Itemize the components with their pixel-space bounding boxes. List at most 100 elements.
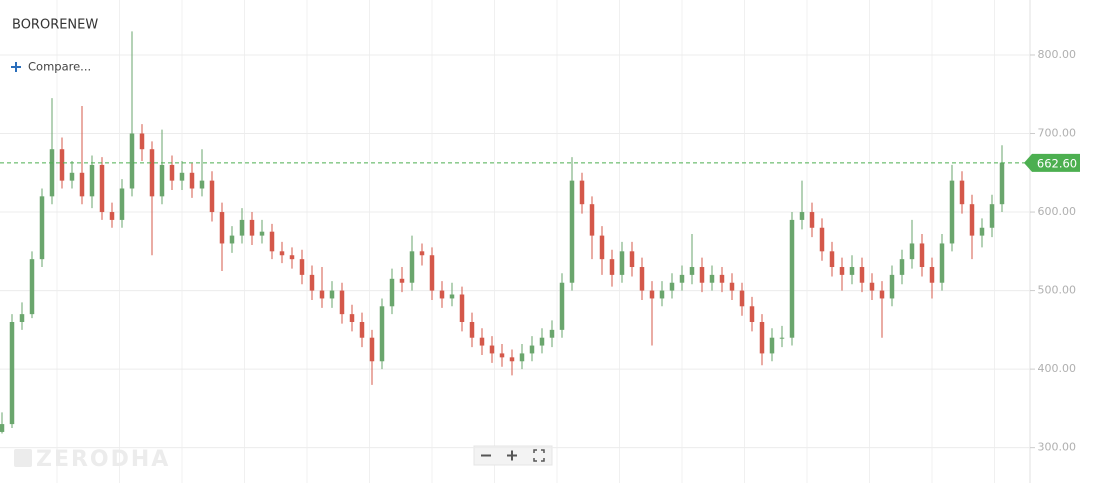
candle-body [899, 259, 905, 275]
candle-body [789, 219, 795, 338]
candle-body [439, 290, 445, 299]
candle-body [779, 337, 785, 339]
candle-body [799, 212, 805, 220]
y-tick-label: 800.00 [1038, 48, 1077, 61]
candle-body [0, 424, 5, 432]
candle-body [9, 322, 15, 425]
watermark-logo [14, 449, 32, 467]
candle-body [59, 149, 65, 181]
y-tick-label: 300.00 [1038, 441, 1077, 454]
compare-label[interactable]: Compare... [28, 60, 91, 74]
candle-body [589, 204, 595, 236]
candle-body [309, 274, 315, 291]
y-tick-label: 700.00 [1038, 127, 1077, 140]
fullscreen[interactable] [533, 449, 545, 462]
candle-body [289, 255, 295, 260]
candle-body [659, 290, 665, 299]
zoom-in[interactable] [507, 450, 517, 461]
candle-body [229, 235, 235, 244]
candle-body [929, 267, 935, 283]
candle-body [19, 314, 25, 322]
candle-body [469, 322, 475, 338]
candle-body [399, 278, 405, 283]
candle-body [149, 149, 155, 197]
candle-body [79, 172, 85, 197]
candle-body [669, 282, 675, 291]
candle-body [479, 337, 485, 346]
candle-body [139, 133, 145, 150]
candle-body [709, 274, 715, 283]
candle-body [879, 290, 885, 299]
plot: 300.00 400.00 500.00 600.00 700.00 800.00 662.… [0, 31, 1080, 454]
candle-body [379, 306, 385, 362]
candle-body [529, 345, 535, 354]
candle-body [39, 196, 45, 260]
chart-title: BORORENEW [12, 18, 98, 33]
candle-body [169, 164, 175, 181]
candle-body [819, 227, 825, 252]
candle-body [619, 251, 625, 275]
candle-body [339, 290, 345, 315]
candle-body [919, 243, 925, 268]
zoom-controls [473, 445, 553, 466]
candle-body [499, 353, 505, 358]
candle-body [459, 294, 465, 322]
compare-button[interactable]: Compare... [11, 60, 91, 74]
candle-body [209, 180, 215, 213]
candle-body [419, 251, 425, 256]
candle-body [409, 251, 415, 283]
candle-body [389, 278, 395, 307]
candle-body [839, 267, 845, 275]
candle-body [969, 204, 975, 236]
candle-body [829, 251, 835, 268]
last-price-tag [1024, 153, 1080, 172]
candle-body [189, 172, 195, 189]
candle-body [979, 227, 985, 236]
candle-body [869, 282, 875, 291]
candle-body [599, 235, 605, 260]
last-price-label: 662.60 [1037, 156, 1077, 170]
candle-body [359, 322, 365, 338]
candle-body [809, 212, 815, 228]
candle-body [119, 188, 125, 220]
y-tick-label: 500.00 [1038, 284, 1077, 297]
candle-body [999, 162, 1005, 205]
candle-body [739, 290, 745, 307]
candle-body [179, 172, 185, 181]
candle-body [579, 180, 585, 205]
candle-body [429, 255, 435, 291]
candle-body [199, 180, 205, 189]
candle-body [319, 290, 325, 299]
candle-body [99, 164, 105, 213]
candle-body [649, 290, 655, 299]
candle-body [719, 274, 725, 283]
candle-body [89, 164, 95, 197]
candle-body [639, 267, 645, 291]
candle-body [559, 282, 565, 330]
y-tick-label: 400.00 [1038, 362, 1077, 375]
candle-body [369, 337, 375, 362]
candle-body [889, 274, 895, 299]
candle-body [749, 306, 755, 322]
candle-body [239, 219, 245, 236]
candle-body [689, 267, 695, 275]
candle-body [129, 133, 135, 189]
candle-body [49, 149, 55, 197]
candle-body [989, 204, 995, 228]
candle-body [859, 267, 865, 283]
candle-body [759, 322, 765, 354]
candle-body [939, 243, 945, 283]
candle-body [549, 329, 555, 338]
candle-body [849, 267, 855, 275]
candle-body [699, 267, 705, 283]
candle-body [489, 345, 495, 354]
candle-body [329, 290, 335, 299]
candle-body [159, 164, 165, 197]
candle-body [679, 274, 685, 283]
watermark: ZERODHA [36, 447, 170, 472]
candle-body [959, 180, 965, 205]
candle-body [949, 180, 955, 244]
candle-body [509, 357, 515, 362]
